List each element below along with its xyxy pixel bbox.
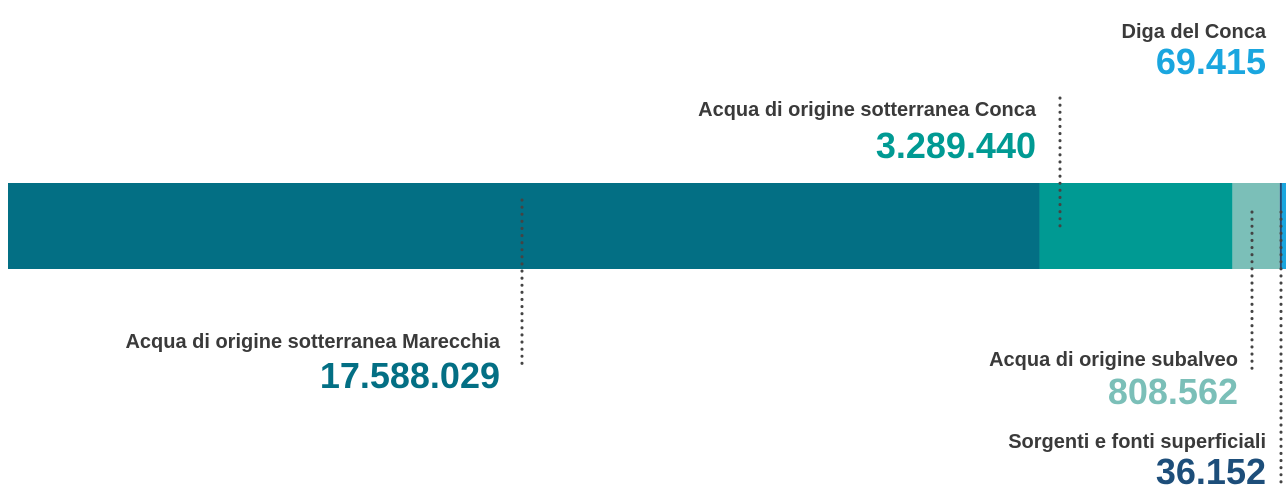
series-name: Sorgenti e fonti superficiali: [1008, 431, 1266, 453]
value-label: 69.415: [1156, 41, 1266, 82]
bar-segment: [8, 183, 1040, 269]
bar-segment: [1232, 183, 1280, 269]
value-label: 36.152: [1156, 451, 1266, 488]
bar-segment: [1039, 183, 1233, 269]
value-label: 17.588.029: [320, 355, 500, 396]
value-label: 808.562: [1108, 371, 1238, 412]
series-name: Acqua di origine sotterranea Conca: [698, 99, 1037, 121]
series-name: Acqua di origine subalveo: [989, 349, 1238, 371]
series-name: Diga del Conca: [1122, 21, 1267, 43]
value-label: 3.289.440: [876, 125, 1036, 166]
bar-segment: [1281, 183, 1286, 269]
series-name: Acqua di origine sotterranea Marecchia: [125, 331, 500, 353]
